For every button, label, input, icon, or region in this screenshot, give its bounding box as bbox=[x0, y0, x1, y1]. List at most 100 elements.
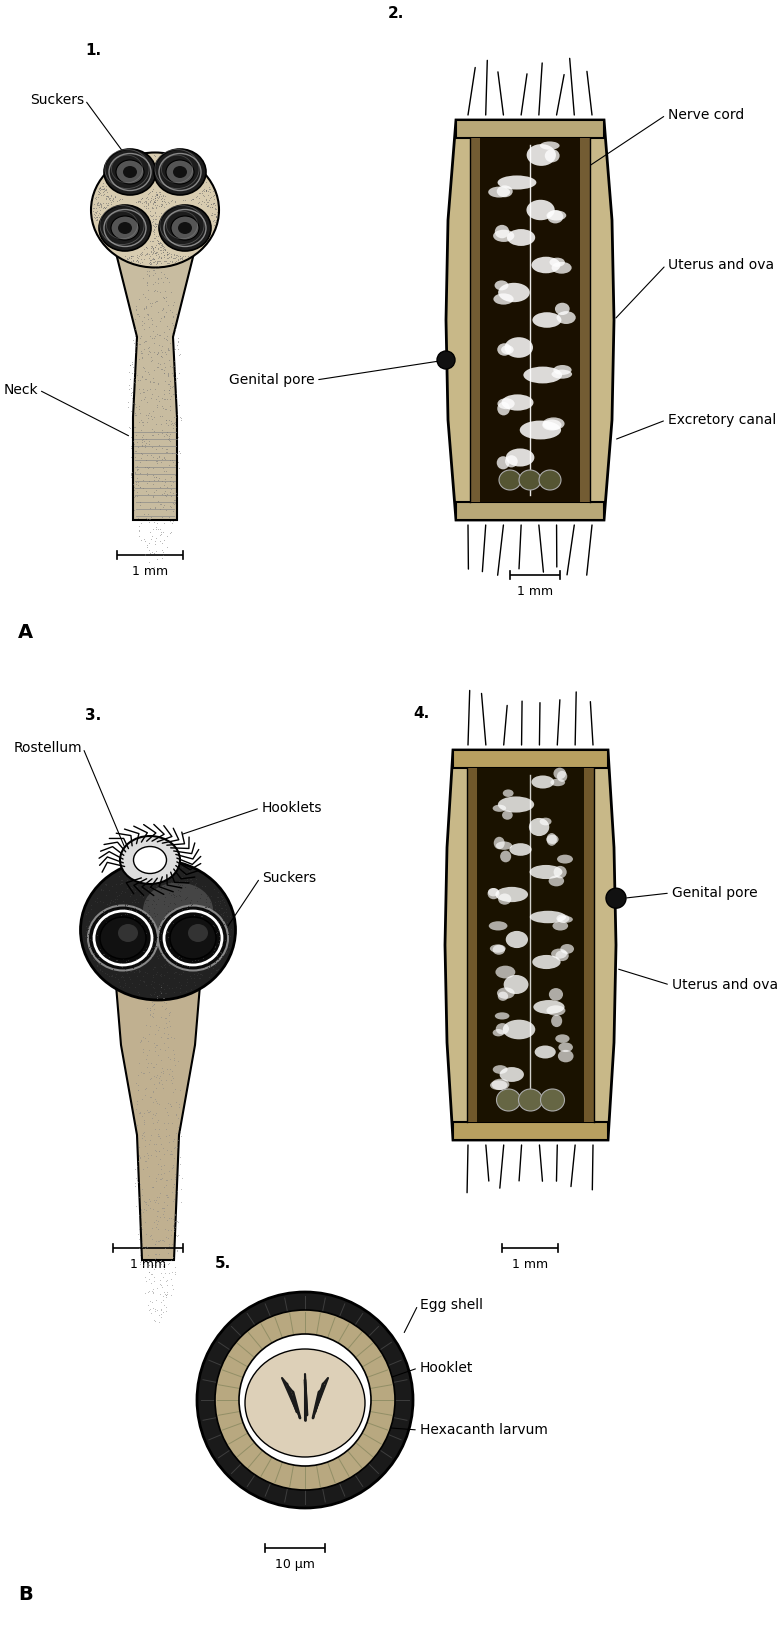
Ellipse shape bbox=[532, 955, 561, 970]
Text: 4.: 4. bbox=[413, 706, 429, 721]
Text: B: B bbox=[18, 1584, 33, 1604]
Text: Hexacanth larvum: Hexacanth larvum bbox=[420, 1422, 548, 1437]
Ellipse shape bbox=[495, 1012, 509, 1020]
Bar bbox=[584, 768, 594, 1122]
Ellipse shape bbox=[548, 209, 563, 224]
Bar bbox=[467, 768, 477, 1122]
Ellipse shape bbox=[556, 914, 569, 922]
Ellipse shape bbox=[488, 921, 507, 930]
Ellipse shape bbox=[99, 204, 151, 252]
Ellipse shape bbox=[557, 855, 573, 863]
Ellipse shape bbox=[490, 1081, 507, 1091]
Text: 2.: 2. bbox=[388, 7, 404, 21]
Ellipse shape bbox=[88, 906, 158, 971]
Bar bbox=[467, 768, 594, 1122]
Bar bbox=[470, 137, 590, 502]
Ellipse shape bbox=[541, 1089, 565, 1112]
Ellipse shape bbox=[492, 945, 505, 955]
Ellipse shape bbox=[170, 917, 216, 960]
Ellipse shape bbox=[118, 222, 132, 234]
Ellipse shape bbox=[497, 402, 510, 415]
Ellipse shape bbox=[500, 850, 511, 862]
Ellipse shape bbox=[551, 778, 565, 786]
Text: 1 mm: 1 mm bbox=[130, 1257, 166, 1270]
Text: Suckers: Suckers bbox=[30, 93, 84, 106]
Ellipse shape bbox=[558, 1050, 573, 1063]
Text: Rostellum: Rostellum bbox=[13, 741, 82, 755]
Ellipse shape bbox=[555, 1035, 569, 1043]
Ellipse shape bbox=[159, 204, 211, 252]
Ellipse shape bbox=[548, 875, 564, 886]
Ellipse shape bbox=[502, 790, 513, 796]
Ellipse shape bbox=[494, 837, 505, 849]
Ellipse shape bbox=[552, 370, 572, 379]
Ellipse shape bbox=[493, 1064, 508, 1074]
Ellipse shape bbox=[505, 455, 518, 468]
Ellipse shape bbox=[166, 160, 194, 185]
Ellipse shape bbox=[111, 216, 139, 240]
Ellipse shape bbox=[498, 796, 534, 813]
Circle shape bbox=[606, 888, 626, 907]
Text: Genital pore: Genital pore bbox=[229, 373, 315, 387]
Text: Hooklets: Hooklets bbox=[262, 801, 323, 814]
Circle shape bbox=[197, 1292, 413, 1507]
Ellipse shape bbox=[496, 1089, 520, 1112]
Ellipse shape bbox=[488, 888, 499, 896]
Ellipse shape bbox=[154, 149, 206, 195]
Ellipse shape bbox=[499, 1068, 524, 1082]
Text: Uterus and ova: Uterus and ova bbox=[672, 978, 778, 992]
Ellipse shape bbox=[502, 1020, 535, 1040]
Ellipse shape bbox=[534, 1001, 565, 1014]
Ellipse shape bbox=[527, 199, 555, 221]
Ellipse shape bbox=[493, 293, 513, 304]
Ellipse shape bbox=[546, 1006, 566, 1015]
Ellipse shape bbox=[506, 448, 534, 466]
Text: 10 μm: 10 μm bbox=[275, 1558, 315, 1571]
Text: Excretory canal: Excretory canal bbox=[668, 414, 776, 427]
Ellipse shape bbox=[498, 175, 537, 190]
Ellipse shape bbox=[540, 818, 552, 826]
Polygon shape bbox=[446, 119, 614, 520]
Ellipse shape bbox=[497, 343, 512, 356]
Ellipse shape bbox=[498, 283, 530, 302]
Ellipse shape bbox=[116, 160, 144, 185]
Ellipse shape bbox=[120, 835, 180, 885]
Ellipse shape bbox=[545, 149, 559, 162]
Ellipse shape bbox=[245, 1349, 365, 1457]
Ellipse shape bbox=[531, 257, 560, 273]
Ellipse shape bbox=[547, 834, 557, 845]
Ellipse shape bbox=[495, 886, 528, 903]
Ellipse shape bbox=[553, 768, 566, 780]
Ellipse shape bbox=[552, 262, 572, 273]
Ellipse shape bbox=[497, 456, 509, 469]
Ellipse shape bbox=[80, 860, 235, 1001]
Text: Uterus and ova: Uterus and ova bbox=[668, 258, 774, 271]
Bar bbox=[470, 137, 480, 502]
Ellipse shape bbox=[118, 924, 138, 942]
Ellipse shape bbox=[188, 924, 208, 942]
Text: 3.: 3. bbox=[85, 708, 101, 723]
Ellipse shape bbox=[558, 916, 573, 922]
Text: 5.: 5. bbox=[215, 1256, 231, 1270]
Circle shape bbox=[437, 352, 455, 370]
Ellipse shape bbox=[495, 281, 509, 291]
Ellipse shape bbox=[551, 948, 567, 958]
Ellipse shape bbox=[530, 911, 566, 924]
Text: A: A bbox=[18, 623, 33, 643]
Ellipse shape bbox=[488, 186, 510, 198]
Text: Neck: Neck bbox=[3, 383, 38, 397]
Text: Nerve cord: Nerve cord bbox=[668, 108, 744, 123]
Ellipse shape bbox=[498, 991, 508, 1001]
Ellipse shape bbox=[490, 945, 506, 953]
Text: Egg shell: Egg shell bbox=[420, 1298, 483, 1311]
Ellipse shape bbox=[123, 167, 137, 178]
Ellipse shape bbox=[506, 930, 528, 948]
Ellipse shape bbox=[554, 867, 566, 878]
Ellipse shape bbox=[498, 399, 515, 409]
Ellipse shape bbox=[542, 420, 562, 430]
Ellipse shape bbox=[539, 469, 561, 490]
Ellipse shape bbox=[534, 1045, 555, 1058]
Ellipse shape bbox=[519, 469, 541, 490]
Ellipse shape bbox=[178, 222, 192, 234]
Ellipse shape bbox=[546, 835, 559, 844]
